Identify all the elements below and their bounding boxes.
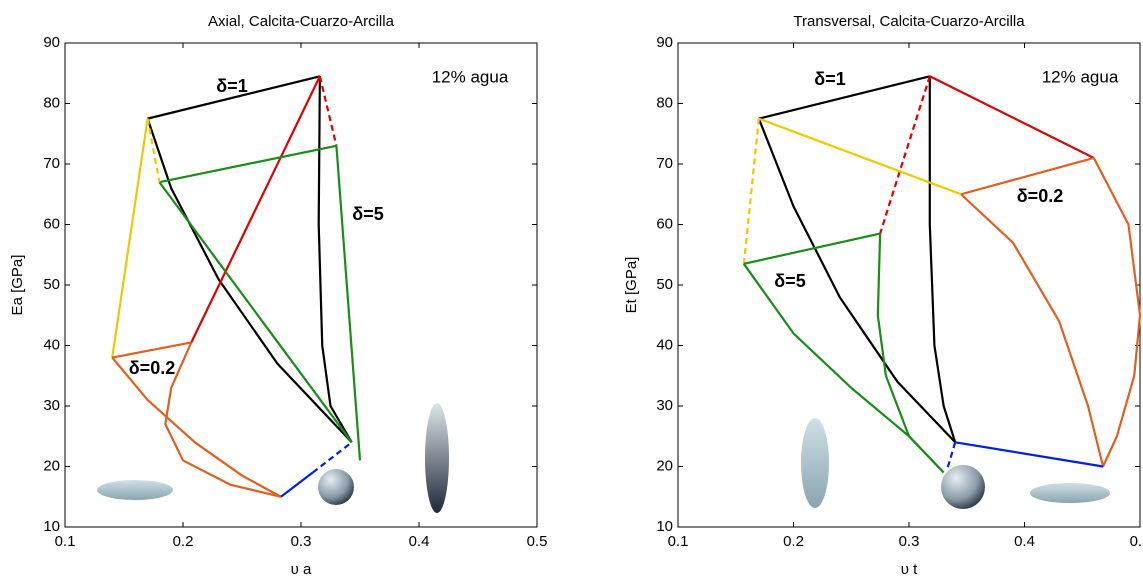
y-axis-label: Et [GPa] xyxy=(623,257,640,314)
curve xyxy=(111,118,149,358)
annotation: 12% agua xyxy=(1042,67,1119,86)
x-tick-label: 0.3 xyxy=(291,533,312,550)
x-tick-label: 0.4 xyxy=(1014,533,1035,550)
curve xyxy=(146,118,161,183)
chart-title: Axial, Calcita-Cuarzo-Arcilla xyxy=(208,13,395,30)
annotation: δ=5 xyxy=(774,271,805,291)
x-tick-label: 0.5 xyxy=(1130,533,1143,550)
y-tick-label: 50 xyxy=(43,276,60,293)
curve xyxy=(318,76,338,147)
y-tick-label: 80 xyxy=(656,94,673,111)
annotation: δ=1 xyxy=(814,69,845,89)
curve xyxy=(164,342,282,498)
sphere-icon xyxy=(318,469,354,505)
x-tick-label: 0.2 xyxy=(173,533,194,550)
y-tick-label: 90 xyxy=(43,34,60,51)
curve xyxy=(960,156,1095,196)
x-tick-label: 0.1 xyxy=(668,533,689,550)
y-tick-label: 40 xyxy=(43,336,60,353)
curve xyxy=(158,181,353,443)
curve xyxy=(757,118,956,444)
curve xyxy=(955,441,1104,468)
y-tick-label: 20 xyxy=(43,457,60,474)
y-tick-label: 70 xyxy=(43,155,60,172)
curve xyxy=(335,145,362,461)
curve xyxy=(928,76,957,443)
y-tick-label: 10 xyxy=(656,518,673,535)
curve xyxy=(111,356,282,498)
curve xyxy=(312,441,353,474)
curve xyxy=(743,232,881,265)
annotation: δ=5 xyxy=(352,204,383,224)
sphere-icon xyxy=(941,465,985,509)
curve xyxy=(111,341,192,359)
plot-frame xyxy=(64,42,538,528)
annotation: δ=0.2 xyxy=(129,358,175,378)
y-tick-label: 50 xyxy=(656,276,673,293)
x-tick-label: 0.5 xyxy=(527,533,548,550)
x-tick-label: 0.4 xyxy=(409,533,430,550)
oblate-icon xyxy=(97,480,173,500)
x-tick-label: 0.3 xyxy=(899,533,920,550)
y-tick-label: 80 xyxy=(43,94,60,111)
y-axis-label: Ea [GPa] xyxy=(9,255,26,316)
curve xyxy=(929,75,1095,159)
y-tick-label: 20 xyxy=(656,457,673,474)
y-tick-label: 40 xyxy=(656,336,673,353)
curve xyxy=(317,76,353,443)
plot-frame xyxy=(677,42,1141,528)
curve xyxy=(146,118,353,444)
x-tick-label: 0.2 xyxy=(783,533,804,550)
annotation: δ=0.2 xyxy=(1017,186,1063,206)
curve xyxy=(876,233,945,474)
y-tick-label: 70 xyxy=(656,155,673,172)
prolate-icon xyxy=(801,418,829,508)
shape-icons xyxy=(97,403,1110,513)
curve xyxy=(147,75,321,120)
x-axis-label: υ a xyxy=(291,561,312,578)
curve xyxy=(879,75,931,234)
y-tick-label: 10 xyxy=(43,518,60,535)
y-tick-label: 30 xyxy=(43,397,60,414)
curve xyxy=(190,75,321,343)
curve xyxy=(758,117,962,196)
curve xyxy=(742,118,760,264)
x-axis-label: υ t xyxy=(901,561,918,578)
annotation: δ=1 xyxy=(216,76,247,96)
curve xyxy=(1092,157,1142,467)
curve xyxy=(960,193,1105,467)
curve xyxy=(946,441,957,470)
y-tick-label: 90 xyxy=(656,34,673,51)
y-tick-label: 60 xyxy=(43,215,60,232)
curve xyxy=(159,144,337,184)
y-tick-label: 30 xyxy=(656,397,673,414)
curve xyxy=(280,471,314,498)
chart-title: Transversal, Calcita-Cuarzo-Arcilla xyxy=(793,13,1025,30)
x-tick-label: 0.1 xyxy=(55,533,76,550)
prolate-icon xyxy=(425,403,449,513)
y-tick-label: 60 xyxy=(656,215,673,232)
annotation: 12% agua xyxy=(432,67,509,86)
curve xyxy=(758,75,931,120)
oblate-icon xyxy=(1030,483,1110,503)
